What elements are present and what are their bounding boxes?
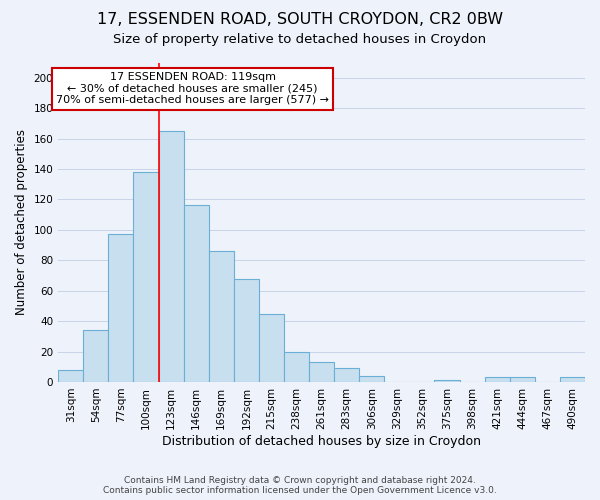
Bar <box>83 330 109 382</box>
Bar <box>133 172 158 382</box>
Bar <box>359 376 385 382</box>
Bar <box>560 378 585 382</box>
Bar <box>334 368 359 382</box>
Text: 17 ESSENDEN ROAD: 119sqm
← 30% of detached houses are smaller (245)
70% of semi-: 17 ESSENDEN ROAD: 119sqm ← 30% of detach… <box>56 72 329 106</box>
Bar <box>485 378 510 382</box>
Bar <box>58 370 83 382</box>
Bar <box>284 352 309 382</box>
Bar <box>259 314 284 382</box>
Bar <box>158 131 184 382</box>
Bar <box>234 278 259 382</box>
Bar <box>209 251 234 382</box>
Bar <box>184 206 209 382</box>
Bar <box>109 234 133 382</box>
Y-axis label: Number of detached properties: Number of detached properties <box>15 129 28 315</box>
Bar <box>434 380 460 382</box>
Bar <box>510 378 535 382</box>
Text: Size of property relative to detached houses in Croydon: Size of property relative to detached ho… <box>113 32 487 46</box>
X-axis label: Distribution of detached houses by size in Croydon: Distribution of detached houses by size … <box>162 434 481 448</box>
Bar <box>309 362 334 382</box>
Text: 17, ESSENDEN ROAD, SOUTH CROYDON, CR2 0BW: 17, ESSENDEN ROAD, SOUTH CROYDON, CR2 0B… <box>97 12 503 28</box>
Text: Contains HM Land Registry data © Crown copyright and database right 2024.
Contai: Contains HM Land Registry data © Crown c… <box>103 476 497 495</box>
